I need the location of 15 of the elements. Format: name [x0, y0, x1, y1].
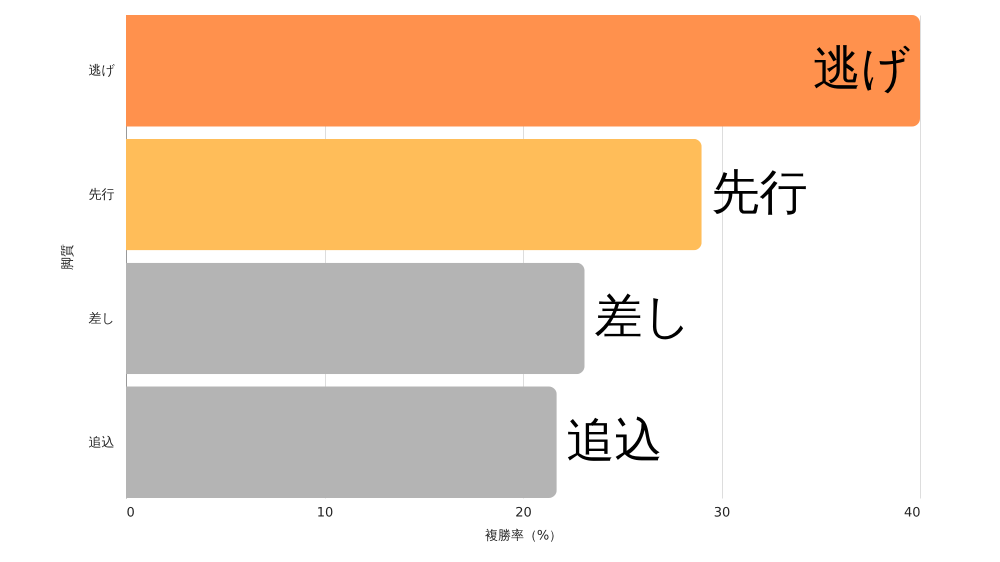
y-tick-label: 先行	[88, 188, 114, 203]
annotation: 先行	[712, 164, 808, 221]
x-axis-title: 複勝率（%）	[484, 528, 562, 544]
y-tick-label: 追込	[88, 435, 114, 450]
x-tick-label: 30	[714, 506, 730, 520]
annotation: 逃げ	[813, 40, 910, 97]
x-tick-label: 10	[316, 506, 334, 520]
y-tick-label: 逃げ	[88, 64, 116, 79]
annotation: 差し	[594, 288, 692, 344]
y-axis-title: 脚質	[60, 244, 76, 270]
x-tick-label: 0	[126, 506, 135, 520]
x-tick-label: 40	[904, 506, 920, 520]
annotation: 追込	[566, 412, 663, 468]
x-tick-label: 20	[515, 506, 532, 520]
y-tick-label: 差し	[88, 311, 114, 326]
